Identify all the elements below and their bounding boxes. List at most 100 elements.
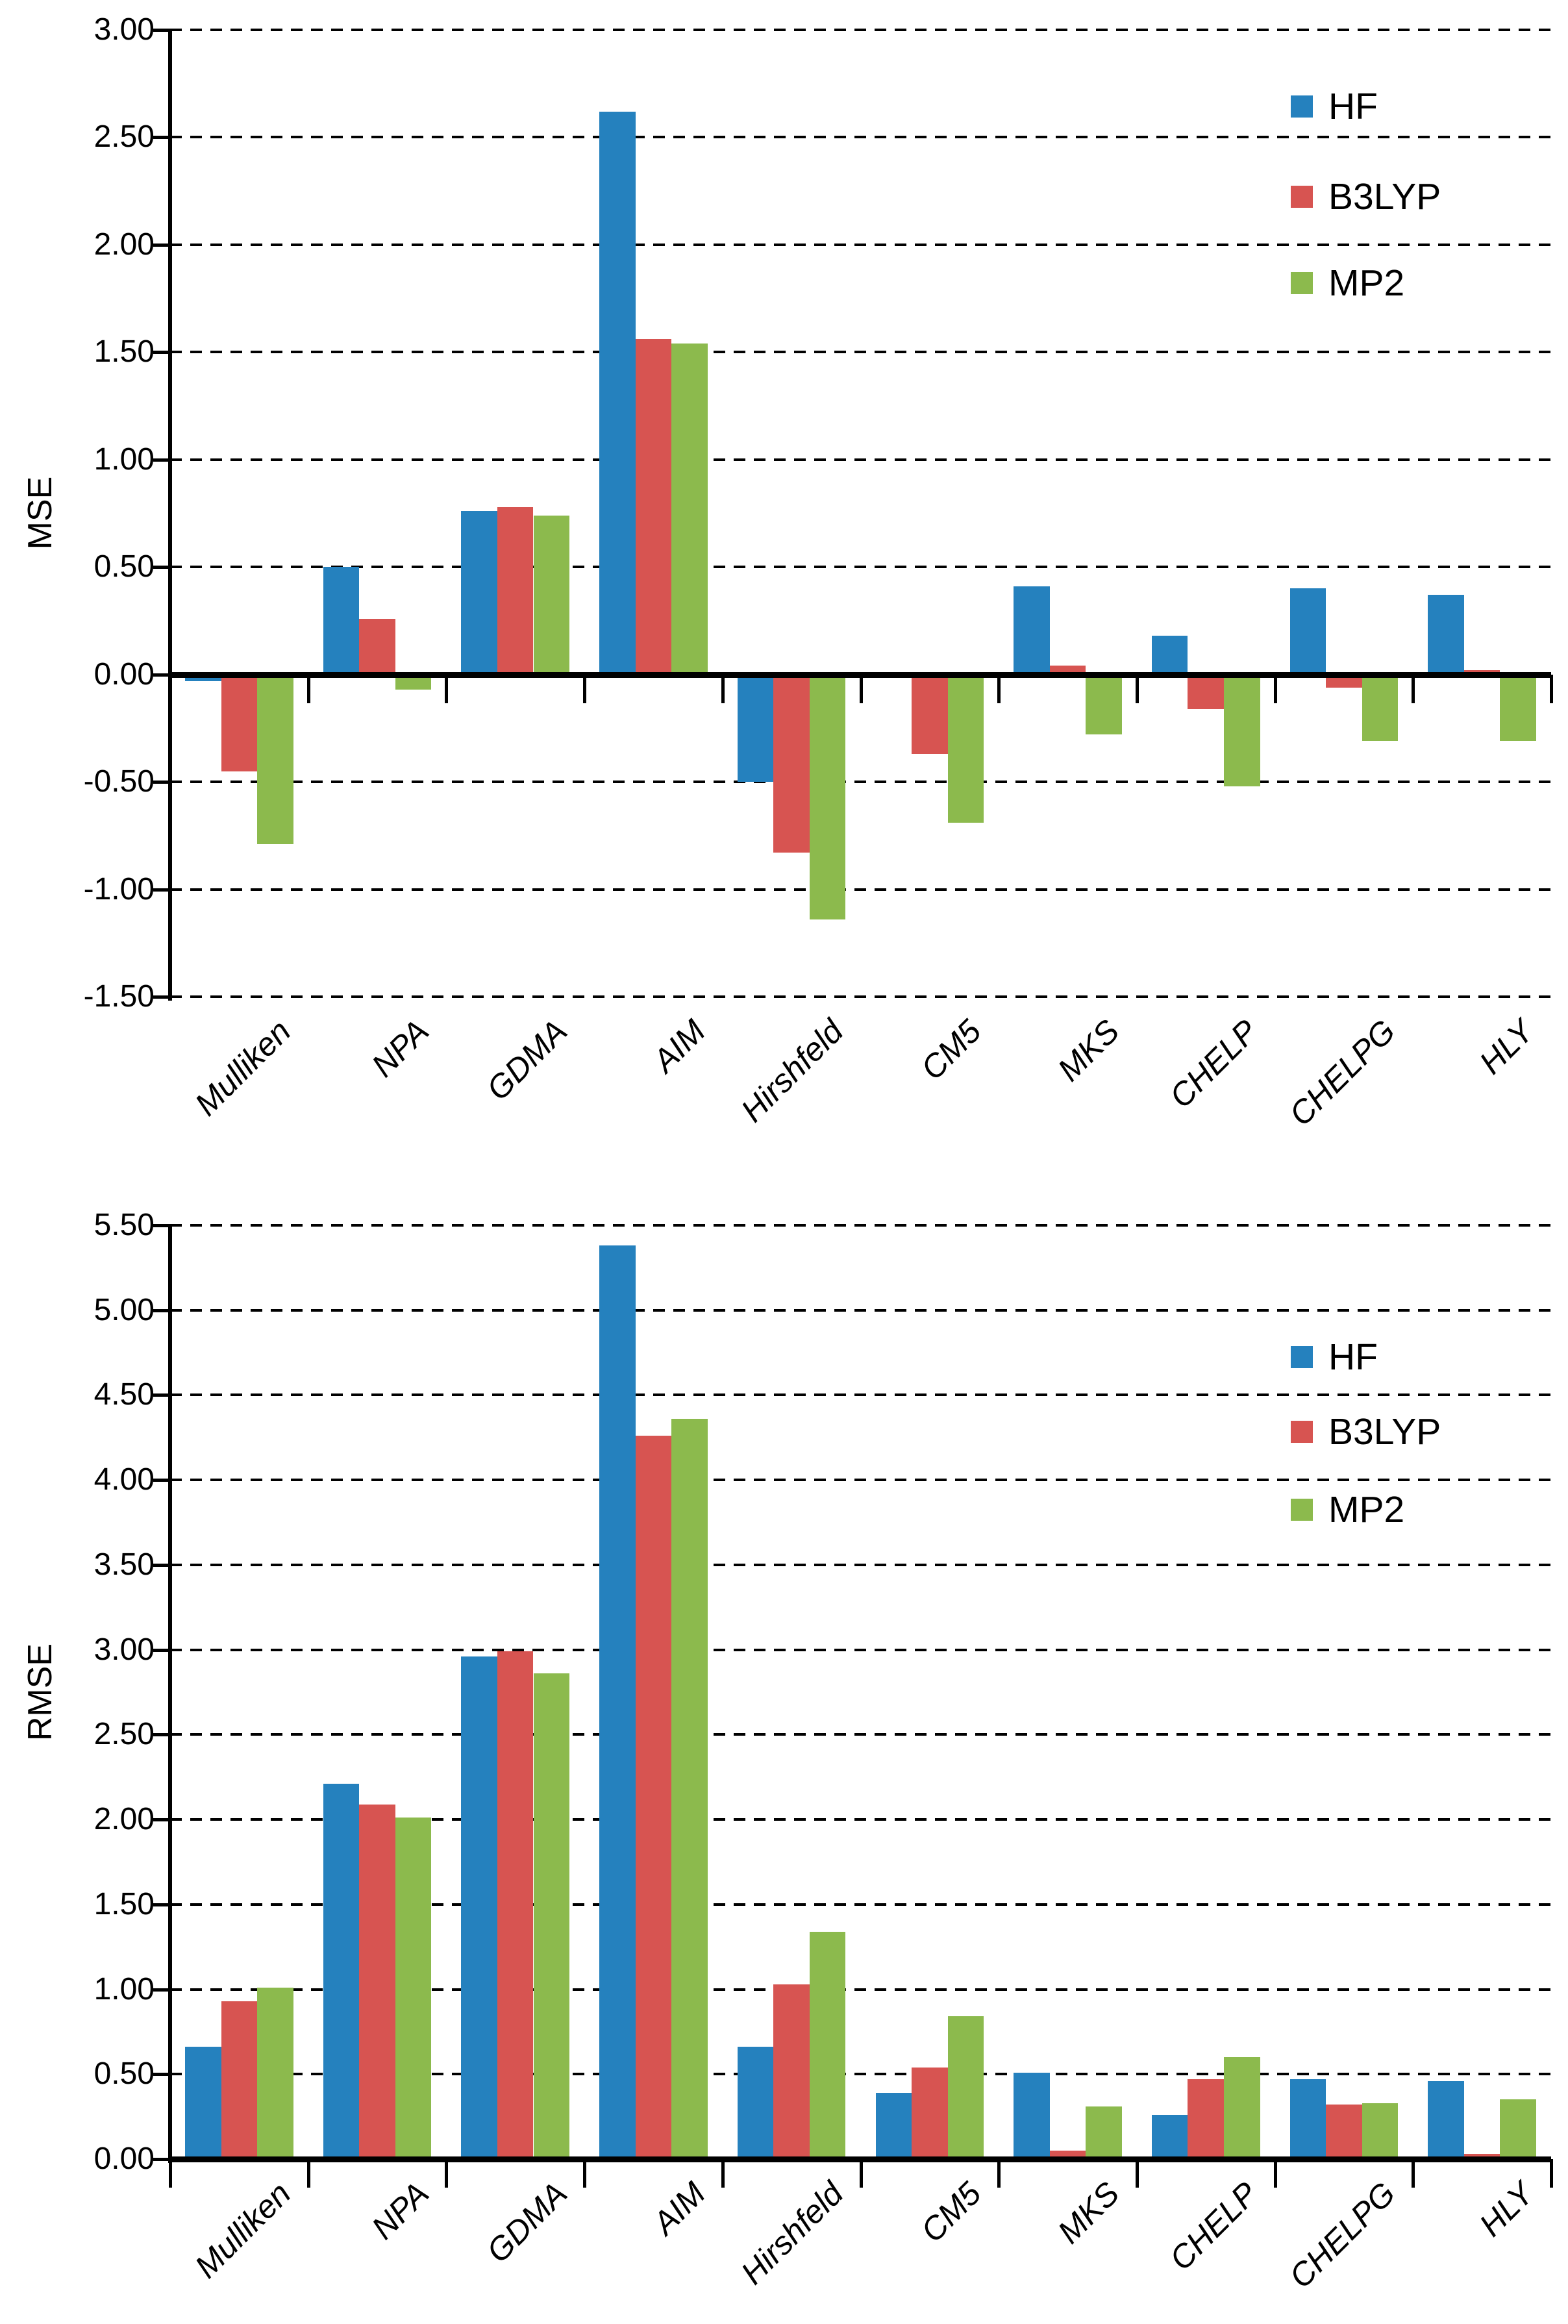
x-axis-tick	[859, 674, 863, 703]
bar-mse-CHELP-B3LYP	[1188, 674, 1224, 709]
legend-label-MP2: MP2	[1328, 262, 1405, 304]
bar-rmse-CM5-MP2	[947, 2016, 984, 2159]
bar-rmse-CHELP-HF	[1151, 2115, 1188, 2159]
y-axis-tick-label: 2.50	[93, 1717, 155, 1752]
legend-swatch-HF	[1291, 1346, 1313, 1368]
x-axis-tick	[859, 2159, 863, 2188]
y-axis-tick	[153, 781, 170, 784]
bar-rmse-GDMA-B3LYP	[497, 1651, 534, 2159]
bar-mse-AIM-HF	[599, 111, 636, 675]
bar-rmse-CHELPG-HF	[1289, 2079, 1326, 2159]
y-axis-tick-label: 1.00	[93, 1971, 155, 2006]
bar-mse-CHELP-MP2	[1224, 674, 1260, 786]
x-axis-tick	[169, 2159, 172, 2188]
y-axis-tick-label: 1.00	[93, 442, 155, 477]
x-axis-tick	[1412, 674, 1415, 703]
y-axis-tick	[153, 995, 170, 999]
gridline	[170, 1308, 1551, 1312]
bar-rmse-HLY-HF	[1428, 2080, 1464, 2159]
bar-rmse-CHELP-B3LYP	[1188, 2079, 1224, 2159]
gridline	[170, 29, 1551, 31]
gridline	[170, 1224, 1551, 1227]
bar-rmse-Hirshfeld-HF	[737, 2047, 774, 2159]
gridline	[170, 136, 1551, 139]
gridline	[170, 458, 1551, 461]
bar-mse-HLY-HF	[1428, 595, 1464, 675]
bar-mse-GDMA-B3LYP	[497, 506, 534, 675]
x-axis-tick	[997, 2159, 1001, 2188]
y-axis-tick	[153, 888, 170, 892]
legend-label-B3LYP: B3LYP	[1328, 176, 1441, 218]
y-axis-tick-label: -1.00	[83, 871, 155, 906]
gridline	[170, 1648, 1551, 1651]
category-label-MKS: MKS	[1051, 2175, 1126, 2251]
bar-mse-Hirshfeld-B3LYP	[773, 674, 810, 853]
y-axis-tick	[153, 1733, 170, 1737]
y-axis-tick-label: 2.00	[93, 1802, 155, 1837]
y-axis-tick	[153, 1479, 170, 1482]
y-axis-tick	[153, 2158, 170, 2161]
x-axis-tick	[1135, 674, 1139, 703]
x-axis-tick	[445, 674, 449, 703]
gridline	[170, 1818, 1551, 1821]
gridline	[170, 888, 1551, 891]
bar-mse-NPA-B3LYP	[359, 618, 395, 675]
bar-mse-CHELPG-HF	[1289, 588, 1326, 675]
bar-rmse-NPA-HF	[323, 1784, 360, 2159]
bar-mse-HLY-MP2	[1500, 674, 1536, 742]
y-axis-tick	[153, 1818, 170, 1822]
mse-axis-title: MSE	[21, 476, 59, 550]
y-axis-tick	[153, 29, 170, 32]
bar-mse-CM5-MP2	[947, 674, 984, 823]
bar-mse-GDMA-MP2	[533, 515, 569, 675]
y-axis-tick	[153, 243, 170, 247]
gridline	[170, 566, 1551, 569]
y-axis-tick-label: 2.50	[93, 119, 155, 155]
category-label-NPA: NPA	[364, 2175, 436, 2247]
x-axis-tick	[1135, 2159, 1139, 2188]
gridline	[170, 1988, 1551, 1991]
gridline	[170, 995, 1551, 998]
gridline	[170, 243, 1551, 246]
y-axis-tick-label: 3.50	[93, 1547, 155, 1582]
gridline	[170, 1903, 1551, 1906]
legend-label-HF: HF	[1328, 1336, 1378, 1378]
x-axis-tick	[721, 674, 725, 703]
bar-mse-CHELP-HF	[1151, 636, 1188, 675]
bar-mse-CHELPG-MP2	[1362, 674, 1399, 742]
y-axis-tick-label: 0.50	[93, 549, 155, 584]
rmse-axis-title: RMSE	[21, 1643, 59, 1742]
y-axis-tick	[153, 1308, 170, 1312]
y-axis-tick	[153, 458, 170, 462]
legend-swatch-MP2	[1291, 272, 1313, 294]
y-axis-tick	[153, 1988, 170, 1992]
y-axis-tick	[153, 1563, 170, 1567]
bar-rmse-Hirshfeld-B3LYP	[773, 1984, 810, 2159]
legend-swatch-B3LYP	[1291, 186, 1313, 208]
legend-label-HF: HF	[1328, 86, 1378, 127]
x-axis-tick	[306, 2159, 310, 2188]
y-axis-tick-label: 1.50	[93, 1886, 155, 1921]
category-label-CHELP: CHELP	[1162, 2175, 1265, 2278]
y-axis-tick-label: 1.50	[93, 334, 155, 369]
bar-rmse-AIM-B3LYP	[635, 1436, 672, 2159]
bar-mse-CM5-B3LYP	[912, 674, 948, 755]
x-axis-tick	[1273, 2159, 1277, 2188]
y-axis-tick	[153, 1648, 170, 1652]
gridline	[170, 781, 1551, 784]
x-axis-tick	[445, 2159, 449, 2188]
x-axis-tick	[997, 674, 1001, 703]
category-label-AIM: AIM	[645, 2175, 712, 2242]
x-axis-tick	[169, 674, 172, 703]
y-axis-tick-label: 3.00	[93, 12, 155, 47]
y-axis-tick-label: 4.50	[93, 1377, 155, 1412]
bar-rmse-AIM-MP2	[671, 1419, 708, 2159]
bar-mse-MKS-HF	[1014, 586, 1050, 675]
x-axis-tick	[1550, 2159, 1553, 2188]
y-axis-line	[168, 29, 172, 1001]
y-axis-tick	[153, 1903, 170, 1906]
gridline	[170, 2073, 1551, 2076]
